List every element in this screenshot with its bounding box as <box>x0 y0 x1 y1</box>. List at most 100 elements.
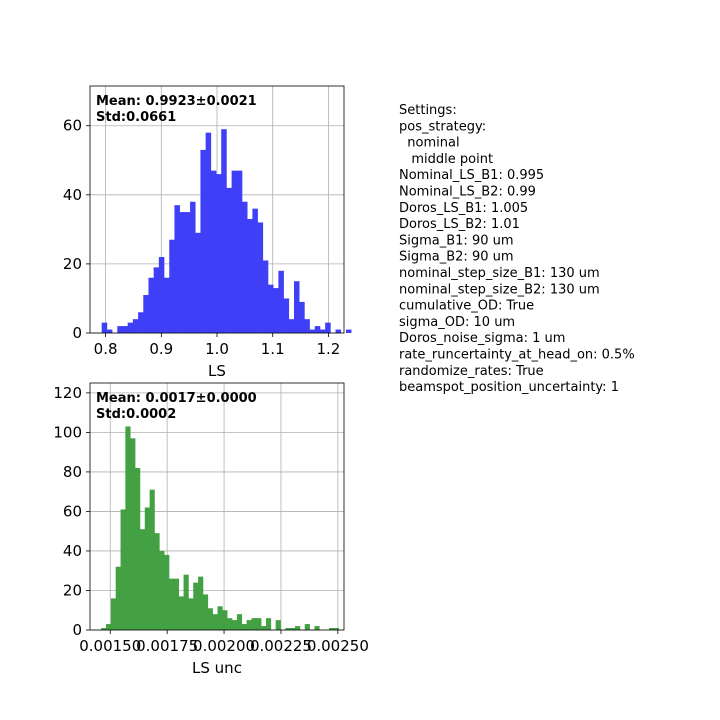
histogram-bar <box>261 626 267 630</box>
histogram-bar <box>273 288 279 333</box>
histogram-bar <box>110 598 116 630</box>
histogram-bar <box>236 170 243 333</box>
histogram-bar <box>122 326 128 333</box>
histogram-bar <box>314 326 321 333</box>
histogram-bar <box>285 628 291 630</box>
histogram-bar <box>130 438 136 630</box>
x-tick-label: 0.8 <box>94 340 118 358</box>
histogram-bar <box>242 201 248 333</box>
histogram-bar <box>288 319 295 333</box>
histogram-bar <box>153 267 160 333</box>
histogram-bar <box>329 628 335 630</box>
histogram-bar <box>188 598 194 630</box>
settings-line: nominal_step_size_B2: 130 um <box>399 282 600 297</box>
x-tick-label: 0.00150 <box>79 637 141 655</box>
y-tick-label: 80 <box>63 463 82 481</box>
histogram-bar <box>227 618 233 630</box>
histogram-bar <box>144 507 150 630</box>
histogram-bar <box>195 232 201 333</box>
y-tick-label: 120 <box>53 384 82 402</box>
settings-line: Sigma_B1: 90 um <box>399 233 514 248</box>
histogram-bar <box>173 578 180 630</box>
settings-line: Sigma_B2: 90 um <box>399 250 514 265</box>
histogram-bar <box>117 326 123 333</box>
settings-line: nominal_step_size_B1: 130 um <box>399 266 600 281</box>
x-tick-label: 0.9 <box>149 340 173 358</box>
settings-line: sigma_OD: 10 um <box>399 315 515 330</box>
histogram-bar <box>221 129 227 333</box>
std-stat-ls: Std:0.0661 <box>96 110 176 125</box>
bars-ls-unc <box>101 426 339 630</box>
settings-line: Settings: <box>399 103 457 118</box>
x-tick-label: 1.1 <box>261 340 285 358</box>
histogram-bar <box>179 212 186 333</box>
histogram-bar <box>183 574 189 630</box>
y-tick-label: 0 <box>72 621 82 639</box>
settings-line: pos_strategy: <box>399 119 486 134</box>
x-tick-label: 1.2 <box>316 340 340 358</box>
histogram-ls: 0.8 0.9 1.0 1.1 1.2 0 20 40 60 LS Mean: 0.9923±… <box>63 85 352 380</box>
histogram-bar <box>207 608 213 630</box>
y-tick-label: 100 <box>53 423 82 441</box>
y-tick-label: 60 <box>63 502 82 520</box>
histogram-bar <box>101 628 107 630</box>
settings-line: nominal <box>399 136 460 151</box>
histogram-bar <box>138 312 144 333</box>
histogram-bar <box>236 614 243 630</box>
histogram-bar <box>314 626 320 630</box>
x-tick-label: 0.00200 <box>193 637 255 655</box>
histogram-bar <box>139 529 146 630</box>
histogram-bar <box>304 624 310 630</box>
histogram-bar <box>120 509 126 630</box>
x-tick-label: 0.00250 <box>307 637 369 655</box>
histogram-bar <box>169 239 175 333</box>
histogram-bar <box>106 624 112 630</box>
histogram-bar <box>295 626 301 630</box>
histogram-bar <box>275 620 281 630</box>
histogram-bar <box>106 329 113 333</box>
histogram-bar <box>216 174 222 333</box>
histogram-bar <box>174 205 180 333</box>
x-tick-label: 0.00175 <box>136 637 198 655</box>
histogram-bar <box>143 295 149 333</box>
histogram-bar <box>190 201 196 333</box>
histogram-bar <box>309 329 316 333</box>
histogram-bar <box>212 614 218 630</box>
histogram-bar <box>325 322 331 333</box>
histogram-bar <box>262 260 269 333</box>
histogram-bar <box>299 301 305 333</box>
y-ticks-ls: 0 20 40 60 <box>63 117 90 342</box>
histogram-bar <box>247 219 253 333</box>
histogram-bar <box>265 618 272 630</box>
histogram-bar <box>256 618 262 630</box>
histogram-bar <box>246 620 252 630</box>
y-tick-label: 40 <box>63 542 82 560</box>
axes-frame-ls-unc <box>89 382 345 631</box>
histogram-bar <box>335 329 342 333</box>
histogram-bar <box>200 149 206 333</box>
settings-line: rate_runcertainty_at_head_on: 0.5% <box>399 348 635 363</box>
settings-line: Nominal_LS_B1: 0.995 <box>399 168 544 183</box>
y-tick-label: 20 <box>63 255 82 273</box>
histogram-bar <box>205 132 212 333</box>
histogram-bar <box>222 610 228 630</box>
mean-stat-ls: Mean: 0.9923±0.0021 <box>96 94 257 109</box>
y-tick-label: 60 <box>63 117 82 135</box>
x-axis-label-ls-unc: LS unc <box>192 659 242 677</box>
histogram-bar <box>241 624 247 630</box>
y-tick-label: 40 <box>63 186 82 204</box>
histogram-bar <box>290 628 296 630</box>
histogram-bar <box>293 281 300 333</box>
x-axis-label-ls: LS <box>208 362 226 380</box>
y-ticks-ls-unc: 0 20 40 60 80 100 120 <box>53 384 90 639</box>
x-tick-label: 0.00225 <box>250 637 312 655</box>
histogram-bar <box>115 566 121 630</box>
settings-line: randomize_rates: True <box>399 364 544 379</box>
settings-line: Nominal_LS_B2: 0.99 <box>399 185 536 200</box>
histogram-bar <box>158 257 165 333</box>
std-stat-ls-unc: Std:0.0002 <box>96 407 176 422</box>
histogram-bar <box>198 576 204 630</box>
